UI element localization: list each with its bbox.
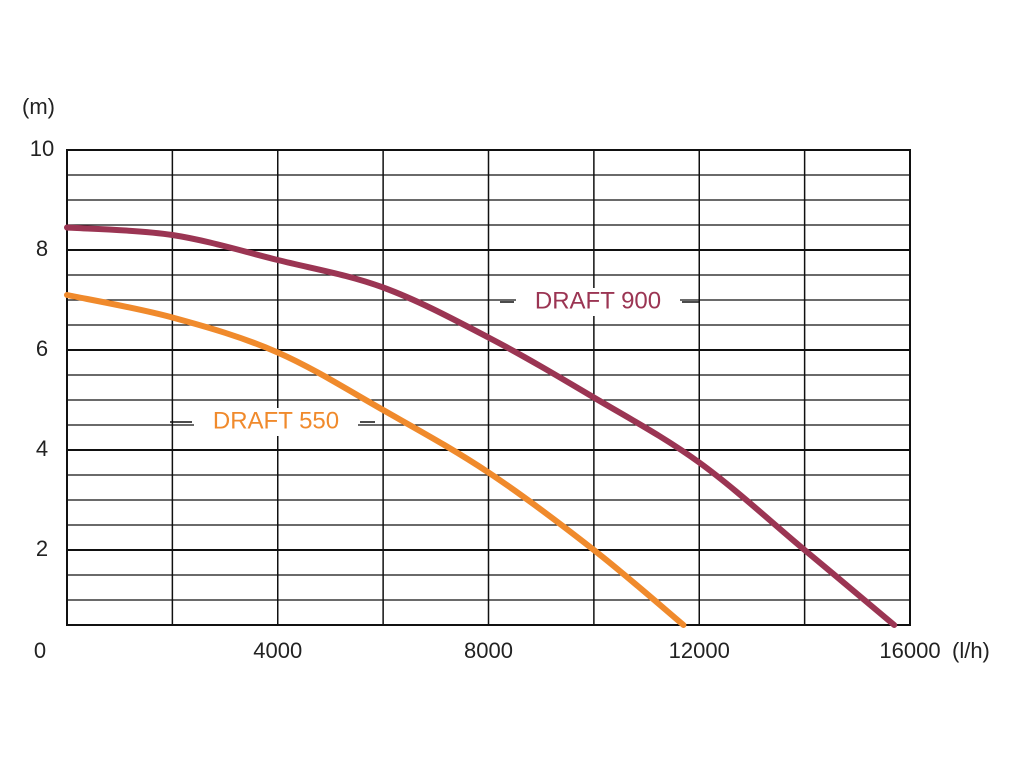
x-tick-label: 16000 <box>879 638 940 663</box>
y-tick-label: 8 <box>36 236 48 261</box>
series-label: DRAFT 900 <box>535 287 661 314</box>
x-tick-label: 8000 <box>464 638 513 663</box>
series-line <box>64 224 898 628</box>
y-axis-label: (m) <box>22 94 55 119</box>
y-tick-label: 6 <box>36 336 48 361</box>
series-line <box>64 292 687 628</box>
series-label: DRAFT 550 <box>213 407 339 434</box>
x-axis-label: (l/h) <box>952 638 990 663</box>
label-bg <box>516 288 680 316</box>
y-tick-label: 2 <box>36 536 48 561</box>
plot-frame <box>66 149 911 626</box>
x-tick-label: 4000 <box>253 638 302 663</box>
label-bg <box>194 408 358 436</box>
x-tick-label: 12000 <box>669 638 730 663</box>
y-tick-label: 4 <box>36 436 48 461</box>
y-tick-label: 10 <box>30 136 54 161</box>
x-tick-label: 0 <box>34 638 46 663</box>
